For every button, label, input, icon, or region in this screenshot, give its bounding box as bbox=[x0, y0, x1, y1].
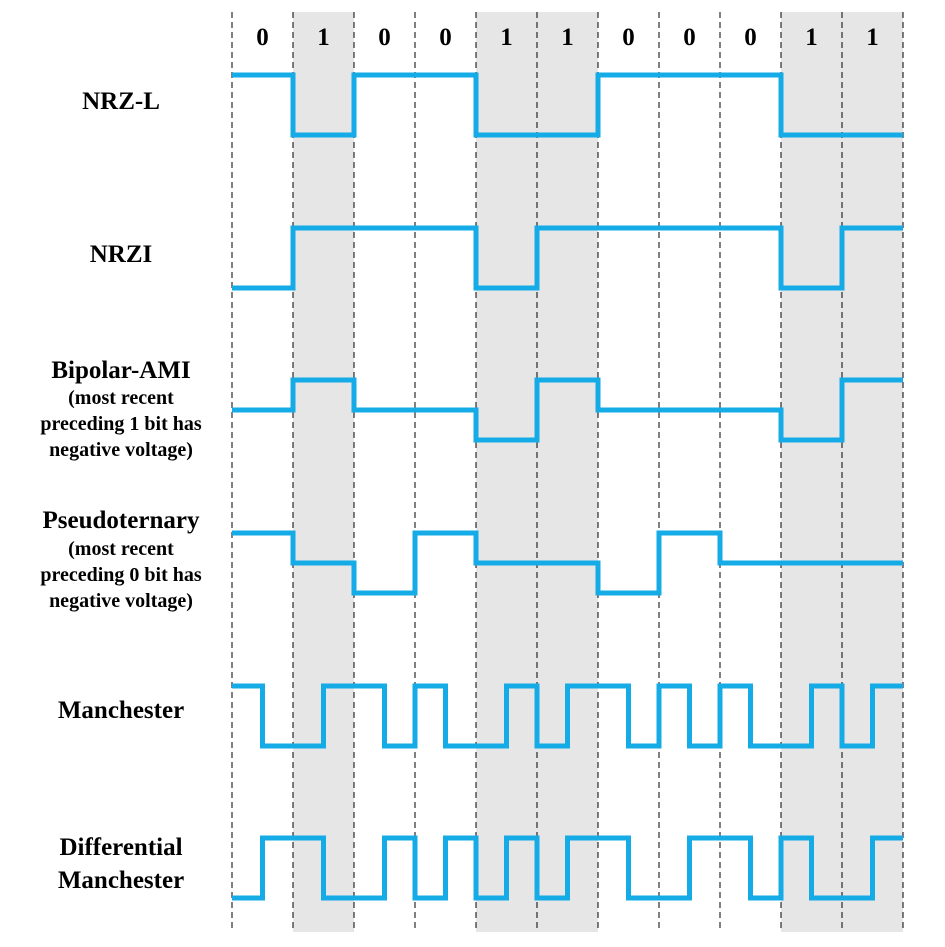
bit-label: 1 bbox=[866, 24, 879, 51]
bit-label: 1 bbox=[561, 24, 574, 51]
bit-sequence: 0 1 0 0 1 1 0 0 0 1 1 bbox=[256, 24, 879, 51]
waveform-nrz-l bbox=[232, 72, 903, 138]
bit-one-shade bbox=[537, 12, 598, 932]
bit-label: 1 bbox=[500, 24, 513, 51]
waveform-pseudoternary bbox=[232, 530, 903, 596]
bit-label: 0 bbox=[622, 24, 635, 51]
row-title-bipolar-ami: Bipolar-AMI bbox=[51, 357, 190, 384]
waveform-differential-manchester bbox=[232, 835, 903, 901]
row-title-nrz-l: NRZ-L bbox=[82, 88, 160, 115]
bit-one-shade bbox=[476, 12, 537, 932]
encoding-labels: NRZ-L NRZI Bipolar-AMI (most recent precedin… bbox=[40, 88, 202, 894]
bit-label: 0 bbox=[744, 24, 757, 51]
row-note-bipolar-ami: (most recent bbox=[68, 387, 174, 409]
bit-label: 0 bbox=[256, 24, 269, 51]
row-note-pseudoternary: negative voltage) bbox=[49, 590, 193, 612]
row-title-differential-manchester: Manchester bbox=[58, 867, 184, 894]
shaded-bit-columns bbox=[293, 12, 903, 932]
waveform-nrzi bbox=[232, 225, 903, 291]
bit-one-shade bbox=[293, 12, 354, 932]
bit-label: 0 bbox=[439, 24, 452, 51]
waveform-manchester bbox=[232, 683, 903, 749]
bit-label: 1 bbox=[317, 24, 330, 51]
bit-label: 0 bbox=[378, 24, 391, 51]
encoding-waveforms bbox=[232, 72, 903, 901]
row-title-nrzi: NRZI bbox=[90, 241, 153, 268]
waveform-bipolar-ami bbox=[232, 377, 903, 443]
row-title-differential-manchester: Differential bbox=[59, 834, 182, 861]
row-note-bipolar-ami: negative voltage) bbox=[49, 439, 193, 461]
bit-one-shade bbox=[842, 12, 903, 932]
bit-label: 0 bbox=[683, 24, 696, 51]
row-note-bipolar-ami: preceding 1 bit has bbox=[40, 413, 202, 435]
row-note-pseudoternary: preceding 0 bit has bbox=[40, 564, 202, 586]
bit-one-shade bbox=[781, 12, 842, 932]
bit-dividers bbox=[231, 12, 904, 932]
bit-label: 1 bbox=[805, 24, 818, 51]
row-title-manchester: Manchester bbox=[58, 697, 184, 724]
row-note-pseudoternary: (most recent bbox=[68, 538, 174, 560]
row-title-pseudoternary: Pseudoternary bbox=[43, 507, 200, 534]
